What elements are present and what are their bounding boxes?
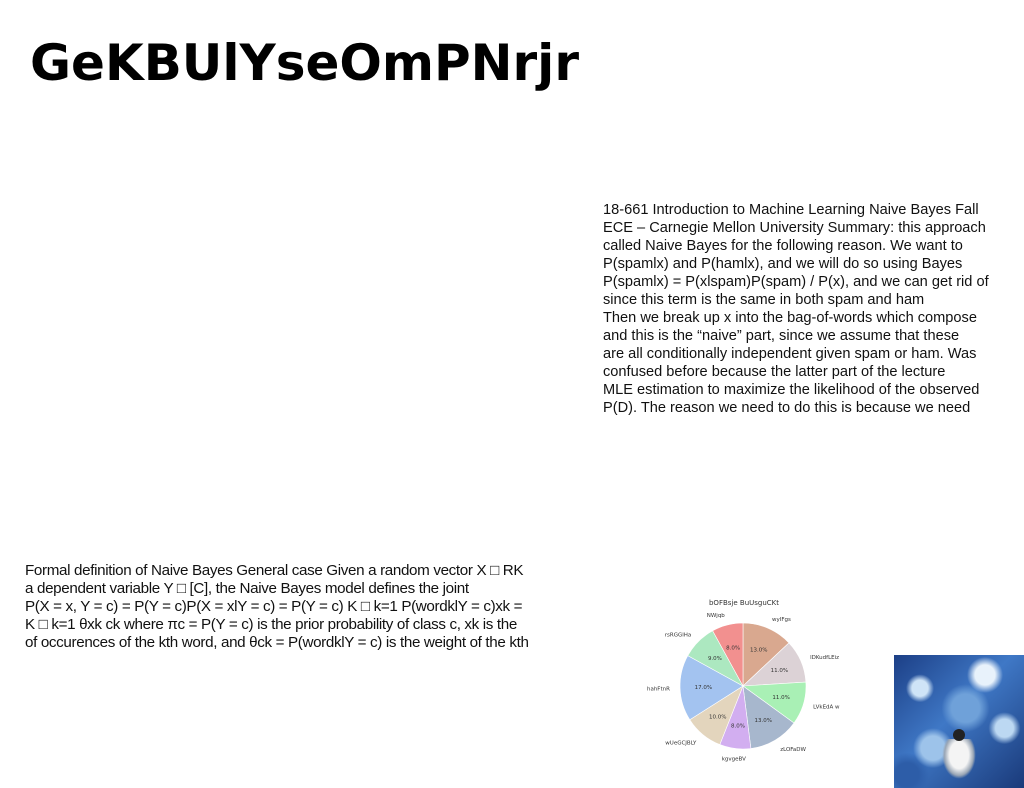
notes-line: since this term is the same in both spam… [603, 292, 925, 308]
pie-chart: bOFBsje BuUsguCKt 13.0% wyIFgs 11.0% lDKudf… [647, 599, 840, 763]
pie-category-label: wyIFgs [772, 617, 791, 623]
chart-title: bOFBsje BuUsguCKt [709, 599, 779, 607]
pie-percent-label: 13.0% [754, 718, 771, 724]
notes-line: are all conditionally independent given … [603, 346, 977, 362]
formal-line: P(X = x, Y = c) = P(Y = c)P(X = xlY = c)… [25, 598, 523, 615]
notes-line: and this is the “naive” part, since we a… [603, 328, 960, 344]
notes-paragraph: 18-661 Introduction to Machine Learning … [603, 201, 1024, 417]
pie-category-label: LVkEdA w [813, 704, 840, 710]
notes-line: P(spamlx) and P(hamlx), and we will do s… [603, 256, 963, 272]
notes-line: Then we break up x into the bag-of-words… [603, 310, 977, 326]
pie-percent-label: 8.0% [726, 646, 740, 652]
notes-line: 18-661 Introduction to Machine Learning … [603, 202, 979, 218]
pie-category-label: zLOFaDW [780, 747, 806, 753]
pie-percent-label: 9.0% [708, 656, 722, 662]
lighthouse-figure-icon [942, 729, 976, 779]
photo-image [894, 655, 1024, 788]
pie-category-label: hahFtnR [647, 686, 670, 692]
notes-line: confused before because the latter part … [603, 364, 946, 380]
pie-percent-label: 13.0% [750, 648, 767, 654]
pie-slice [679, 655, 744, 721]
page-title: GeKBUlYseOmPNrjr [30, 34, 579, 92]
notes-line: ECE – Carnegie Mellon University Summary… [603, 220, 986, 236]
pie-category-label: kgvgeBV [722, 757, 746, 763]
notes-line: P(spamlx) = P(xlspam)P(spam) / P(x), and… [603, 274, 989, 290]
notes-line: MLE estimation to maximize the likelihoo… [603, 382, 980, 398]
formal-line: a dependent variable Y □ [C], the Naive … [25, 580, 469, 597]
formal-line: of occurences of the kth word, and θck =… [25, 634, 529, 651]
formal-line: K □ k=1 θxk ck where πc = P(Y = c) is th… [25, 616, 517, 633]
pie-category-label: wUeGCJBLY [665, 740, 697, 746]
pie-percent-label: 8.0% [731, 723, 745, 729]
pie-category-label: lDKudfLEiz [810, 655, 839, 661]
pie-percent-label: 17.0% [695, 685, 712, 691]
pie-percent-label: 10.0% [709, 715, 726, 721]
formal-line: Formal definition of Naive Bayes General… [25, 562, 524, 579]
pie-category-label: NWjqb [707, 613, 726, 619]
pie-percent-label: 11.0% [772, 695, 789, 701]
pie-slice [712, 622, 744, 687]
formal-definition-paragraph: Formal definition of Naive Bayes General… [25, 562, 585, 652]
notes-line: P(D). The reason we need to do this is b… [603, 400, 971, 416]
pie-category-label: rsRGGlHa [665, 632, 692, 638]
pie-percent-label: 11.0% [771, 668, 788, 674]
notes-line: called Naive Bayes for the following rea… [603, 238, 963, 254]
